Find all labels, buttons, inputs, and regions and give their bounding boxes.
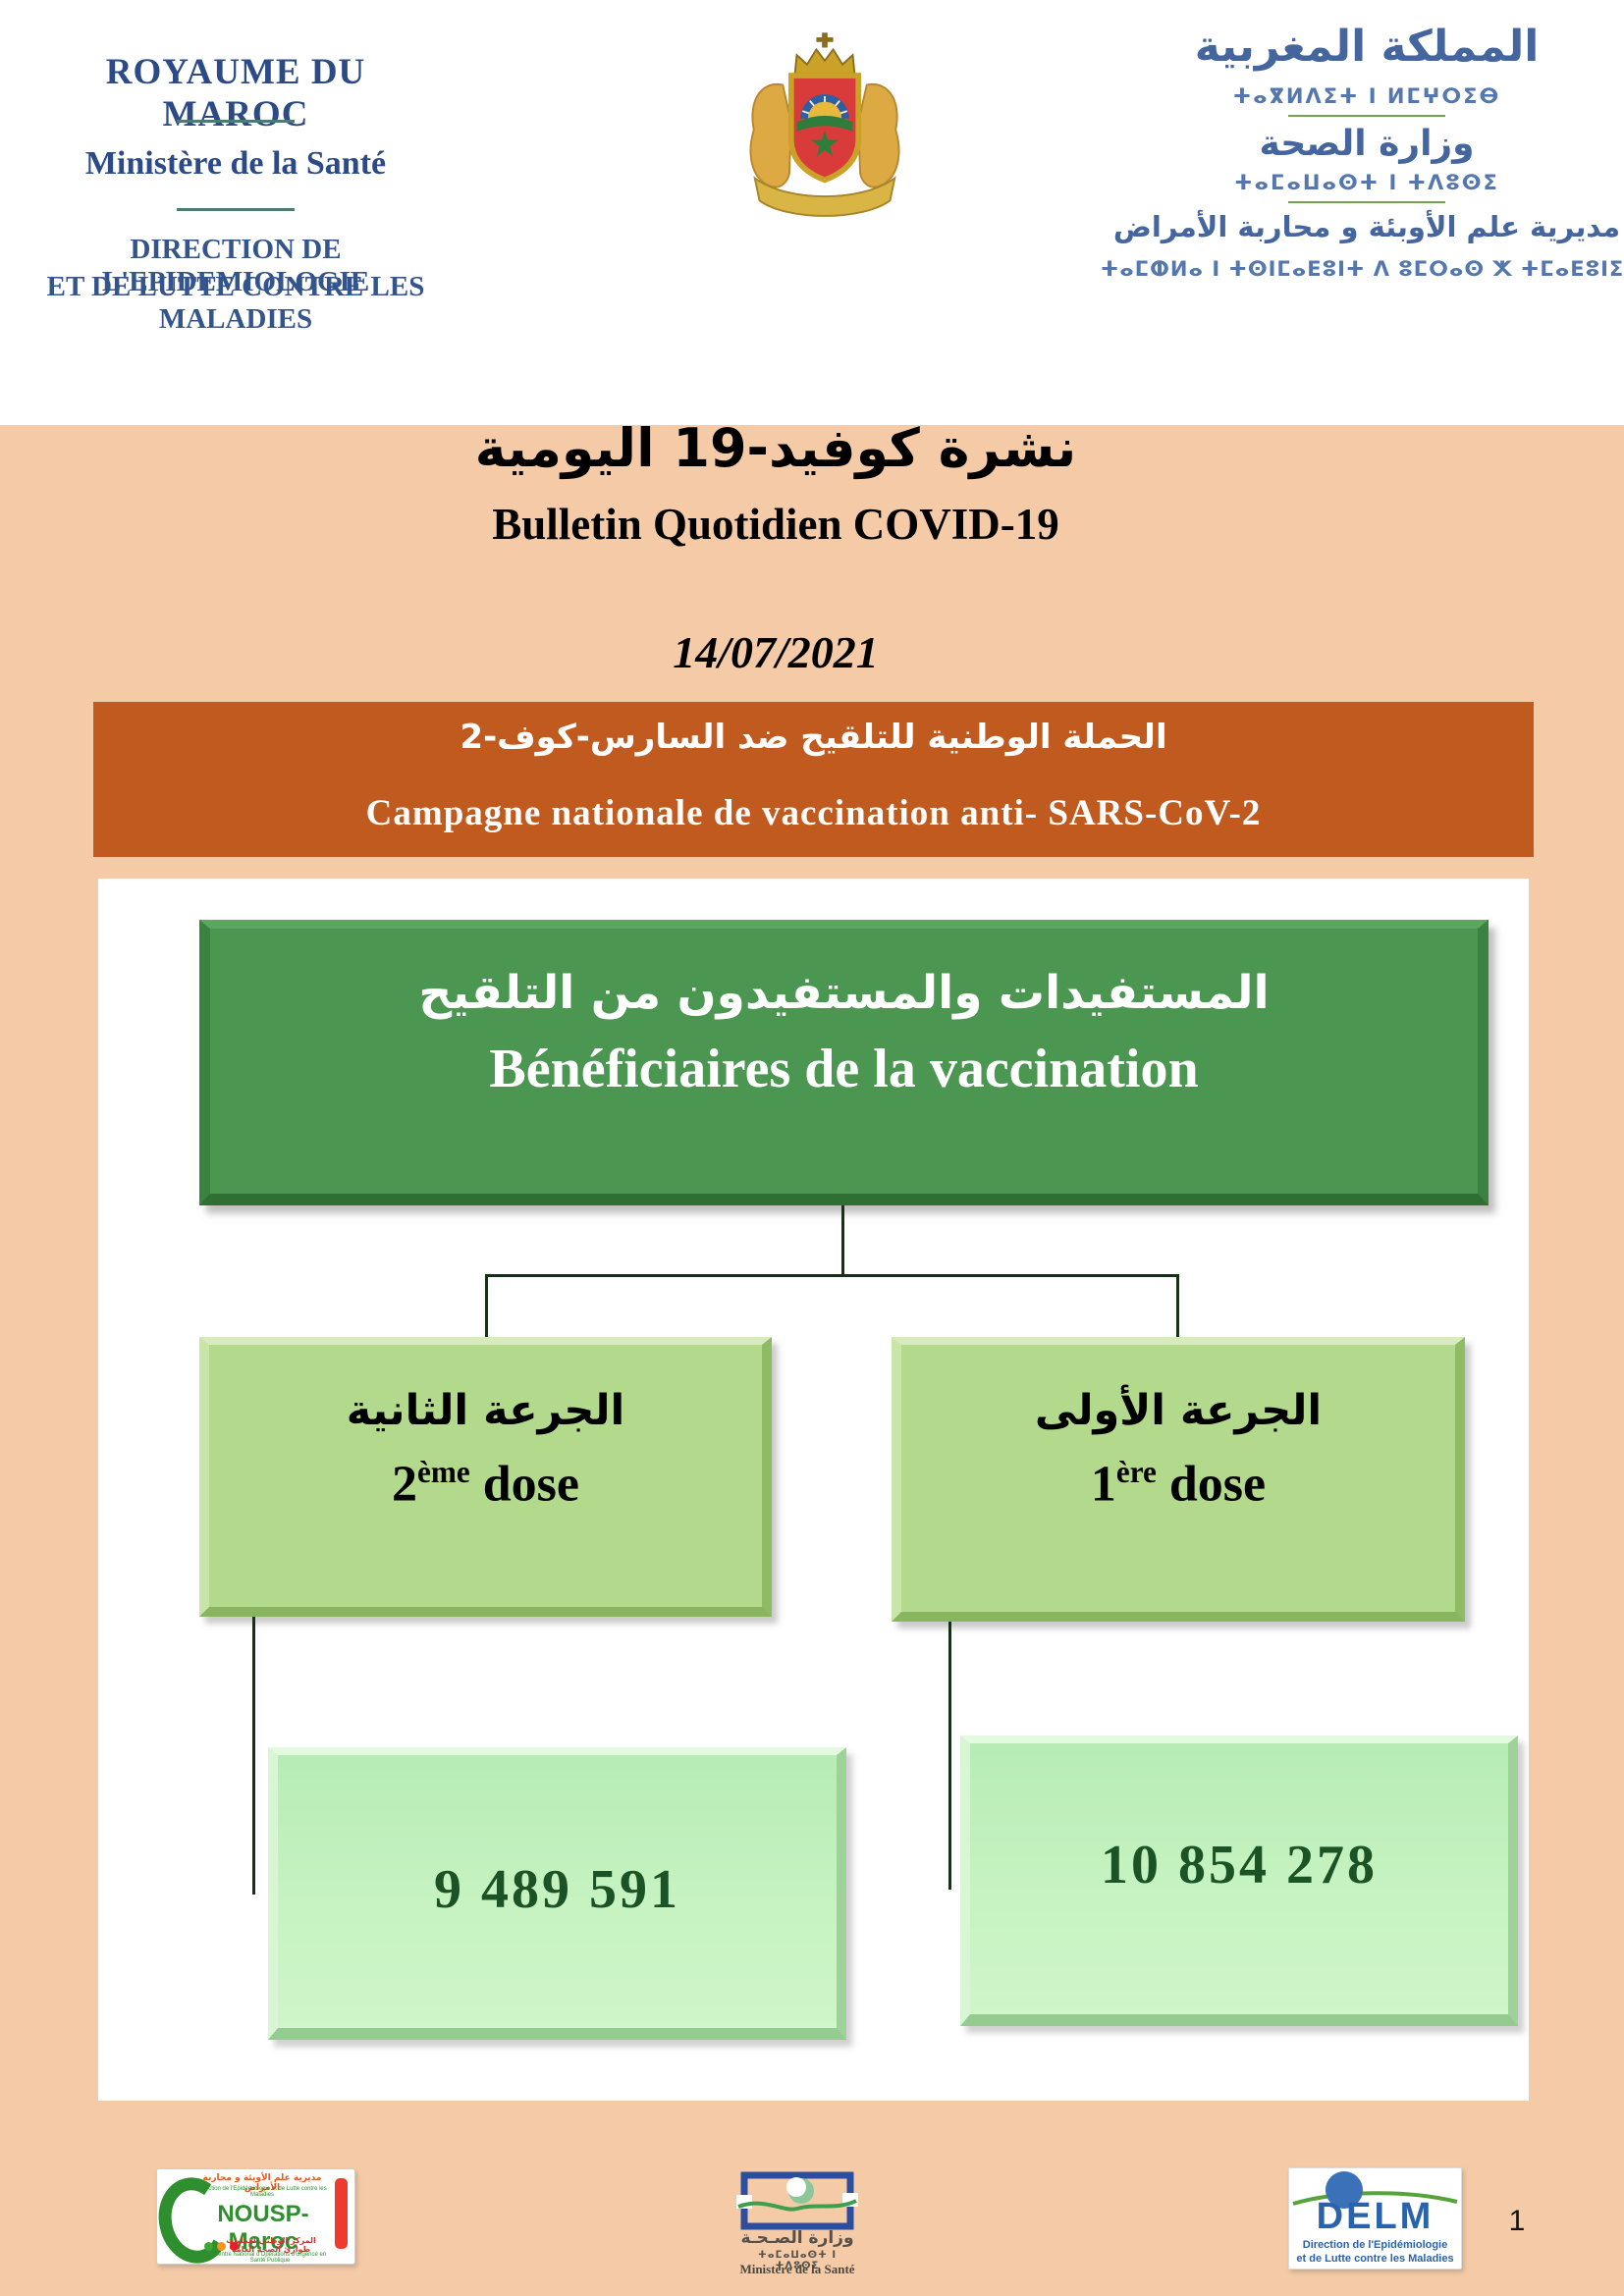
direction-title-fr-line2: ET DE LUTTE CONTRE LES MALADIES [46, 271, 425, 335]
second-dose-label-ar: الجرعة الثانية [346, 1386, 625, 1435]
ministry-health-logo: وزارة الصـحـة ⵜⴰⵎⴰⵡⴰⵙⵜ ⵏ ⵜⴷⵓⵙⵉ Ministère… [736, 2171, 858, 2281]
campaign-banner: الحملة الوطنية للتلقيح ضد السارس-كوف-2 C… [93, 702, 1534, 857]
ministry-footer-fr: Ministère de la Santé [739, 2262, 855, 2276]
delm-swoosh-icon [1292, 2191, 1458, 2206]
kingdom-title-tifinagh: ⵜⴰⴳⵍⴷⵉⵜ ⵏ ⵍⵎⵖⵔⵉⴱ [1232, 84, 1501, 108]
ministry-title-tifinagh: ⵜⴰⵎⴰⵡⴰⵙⵜ ⵏ ⵜⴷⵓⵙⵉ [1234, 171, 1499, 194]
delm-title: DELM [1316, 2196, 1435, 2237]
delm-circle-icon [1326, 2171, 1363, 2209]
second-dose-label-fr: 2ème dose [392, 1455, 579, 1513]
divider-line [177, 120, 295, 123]
ministry-footer-tifinagh: ⵜⴰⵎⴰⵡⴰⵙⵜ ⵏ ⵜⴷⵓⵙⵉ [757, 2250, 838, 2271]
second-dose-value: 9 489 591 [434, 1859, 680, 1920]
connector-stem [841, 1205, 844, 1274]
connector-first-dose-value [948, 1622, 951, 1890]
campaign-banner-ar: الحملة الوطنية للتلقيح ضد السارس-كوف-2 [460, 718, 1167, 757]
header-left-block: ROYAUME DU MAROC Ministère de la Santé D… [39, 0, 432, 425]
first-dose-value: 10 854 278 [1101, 1835, 1378, 1896]
first-dose-label-ar: الجرعة الأولى [1034, 1386, 1323, 1435]
kingdom-title-fr: ROYAUME DU MAROC [105, 52, 366, 134]
direction-title-ar: مديرية علم الأوبئة و محاربة الأمراض [1112, 210, 1621, 243]
nousp-ar-bottom: المركز الوطني لعمليات طوارئ الصحة العامة [226, 2236, 316, 2254]
beneficiaries-label-ar: المستفيدات والمستفيدون من التلقيح [418, 966, 1270, 1020]
page-number: 1 [1508, 2205, 1526, 2237]
nousp-fr-bottom: Centre National d'Opérations d'Urgence e… [213, 2252, 327, 2264]
beneficiaries-label-fr: Bénéficiaires de la vaccination [489, 1039, 1199, 1099]
header-right-block: المملكة المغربية ⵜⴰⴳⵍⴷⵉⵜ ⵏ ⵍⵎⵖⵔⵉⴱ وزارة … [1101, 0, 1624, 425]
divider-line [1288, 115, 1445, 117]
connector-drop-left [485, 1274, 488, 1337]
bulletin-title-fr: Bulletin Quotidien COVID-19 [492, 500, 1059, 549]
diagram-root-box: المستفيدات والمستفيدون من التلقيح Bénéfi… [199, 920, 1489, 1205]
ministry-title-fr: Ministère de la Santé [84, 145, 387, 182]
nousp-logo: مديرية علم الأوبئة و محاربة الأمراض Dire… [150, 2168, 355, 2270]
kingdom-title-ar: المملكة المغربية [1194, 22, 1540, 72]
bulletin-date: 14/07/2021 [673, 627, 879, 677]
first-dose-value-box: 10 854 278 [960, 1735, 1518, 2026]
second-dose-box: الجرعة الثانية 2ème dose [199, 1337, 772, 1617]
header-band: ROYAUME DU MAROC Ministère de la Santé D… [0, 0, 1624, 425]
moroccan-coat-of-arms-icon [749, 32, 900, 217]
direction-title-fr-line1: DIRECTION DE L'EPIDEMIOLOGIE [101, 234, 370, 297]
direction-title-tifinagh: ⵜⴰⵎⵀⵍⴰ ⵏ ⵜⵙⵏⵎⴰⴹⵓⵏⵜ ⴷ ⵓⵎⵔⴰⵙ ⵅ ⵜⵎⴰⴹⵓⵏⵉⵏ [1100, 257, 1624, 281]
campaign-banner-fr: Campagne nationale de vaccination anti- … [365, 793, 1262, 833]
nousp-red-bar-icon [335, 2178, 348, 2249]
bulletin-title-ar: نشرة كوفيد-19 اليومية [474, 417, 1077, 479]
vaccination-diagram-panel: المستفيدات والمستفيدون من التلقيح Bénéfi… [98, 879, 1529, 2101]
ministry-title-ar: وزارة الصحة [1259, 124, 1475, 164]
first-dose-box: الجرعة الأولى 1ère dose [892, 1337, 1465, 1622]
connector-crossbar [485, 1274, 1179, 1277]
first-dose-label-fr: 1ère dose [1090, 1455, 1267, 1513]
divider-line [1288, 201, 1445, 203]
divider-line [177, 208, 295, 211]
ministry-frame-icon [736, 2171, 858, 2230]
nousp-dots-icon [204, 2242, 239, 2251]
second-dose-value-box: 9 489 591 [268, 1747, 846, 2040]
connector-drop-right [1176, 1274, 1179, 1337]
delm-subtitle-line1: Direction de l'Epidémiologie [1302, 2239, 1448, 2251]
nousp-title: NOUSP-Maroc [217, 2201, 309, 2255]
ministry-footer-ar: وزارة الصـحـة [740, 2228, 854, 2248]
delm-subtitle-line2: et de Lutte contre les Maladies [1296, 2253, 1454, 2265]
nousp-ar-top: مديرية علم الأوبئة و محاربة الأمراض [202, 2173, 322, 2193]
nousp-fr-top: Direction de l'Epidémiologie et de Lutte… [197, 2186, 327, 2198]
delm-logo: DELM Direction de l'Epidémiologie et de … [1288, 2167, 1462, 2269]
connector-second-dose-value [252, 1617, 255, 1895]
